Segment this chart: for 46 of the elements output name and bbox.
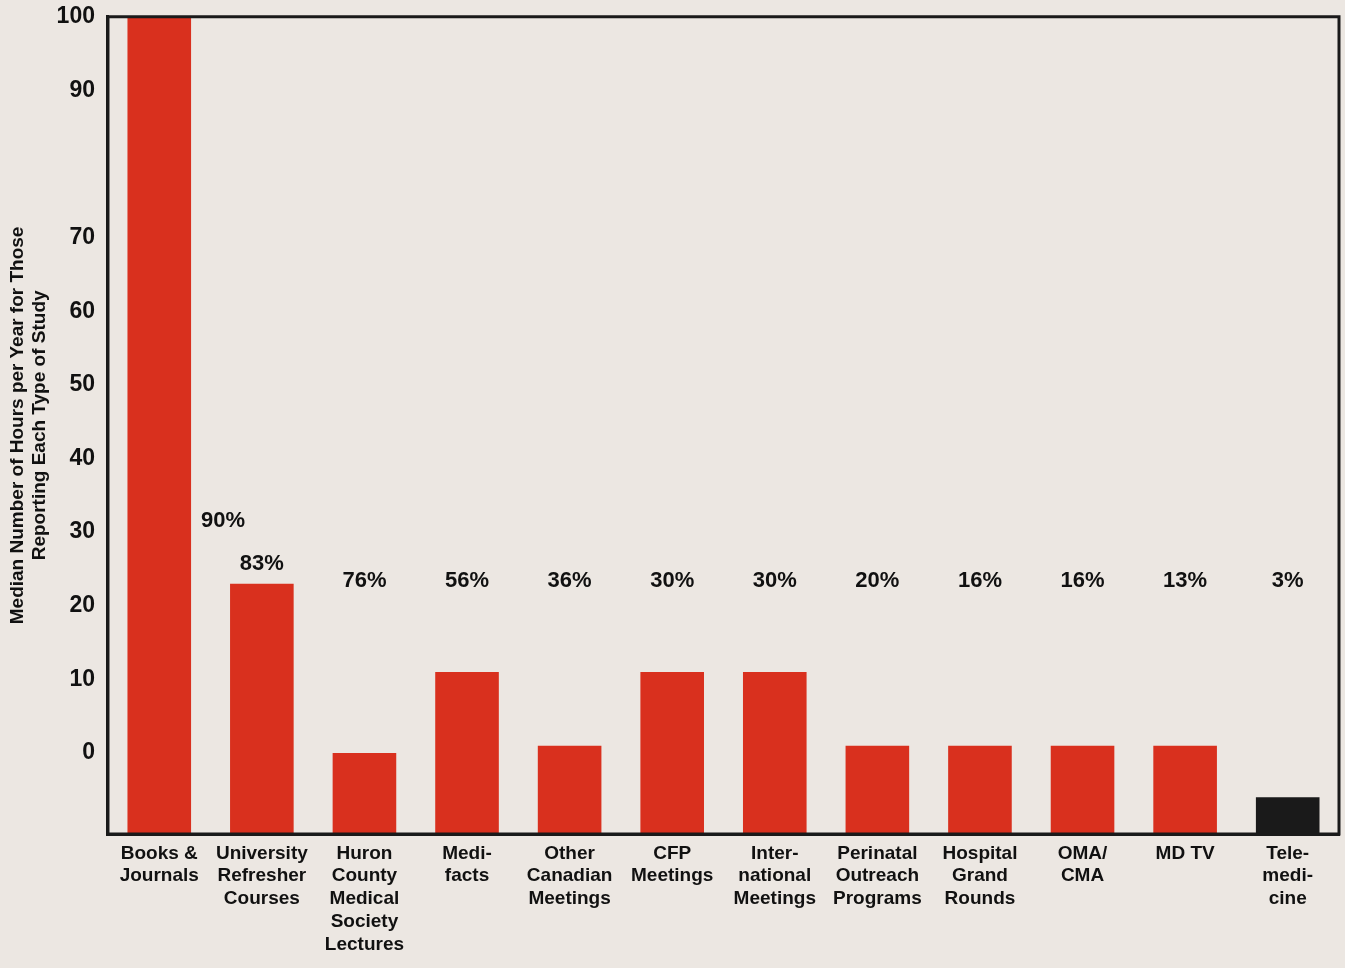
bar	[742, 672, 807, 834]
x-tick-label: University Refresher Courses	[215, 841, 309, 909]
x-tick-label: Hospital Grand Rounds	[942, 841, 1018, 909]
annotation: 36%	[547, 566, 592, 592]
x-tick-label: Other Canadian Meetings	[526, 841, 613, 909]
x-tick-label: Huron County Medical Society Lectures	[324, 841, 405, 954]
annotation: 16%	[957, 566, 1002, 592]
x-tick-label: Inter- national Meetings	[733, 841, 816, 909]
x-tick-label: MD TV	[1155, 841, 1215, 863]
bar	[332, 753, 397, 834]
y-tick-label: 70	[69, 223, 95, 250]
bar	[537, 745, 602, 834]
annotation: 16%	[1060, 566, 1105, 592]
y-tick-label: 10	[69, 664, 95, 691]
y-tick-label: 100	[56, 2, 95, 29]
y-tick-label: 90	[69, 75, 95, 102]
bar	[640, 672, 704, 834]
x-tick-label: Books & Journals	[119, 841, 199, 886]
annotation: 20%	[855, 566, 900, 592]
annotation: 90%	[201, 506, 246, 532]
bar	[948, 745, 1012, 834]
x-tick-label: Tele- medi- cine	[1262, 841, 1314, 909]
x-tick-label: Perinatal Outreach Programs	[833, 841, 922, 909]
y-tick-label: 40	[69, 443, 95, 470]
annotation: 56%	[445, 566, 490, 592]
annotation: 83%	[239, 549, 284, 575]
y-tick-label: 50	[69, 370, 95, 397]
y-axis-title: Median Number of Hours per Year for Those Reporting Each Type of Study	[5, 226, 50, 625]
annotation: 76%	[342, 566, 387, 592]
x-tick-label: OMA/ CMA	[1057, 841, 1109, 886]
bar	[845, 745, 910, 834]
bar	[127, 16, 192, 834]
annotation: 30%	[650, 566, 695, 592]
bar	[1153, 745, 1217, 834]
annotation: 30%	[752, 566, 797, 592]
y-tick-label: 30	[69, 517, 95, 544]
y-tick-label: 20	[69, 591, 95, 618]
annotation: 3%	[1271, 566, 1304, 592]
x-tick-label: CFP Meetings	[631, 841, 714, 886]
bar	[1050, 745, 1115, 834]
bar	[435, 672, 499, 834]
x-tick-label: Medi- facts	[442, 841, 492, 886]
bar	[230, 583, 294, 834]
y-tick-label: 0	[82, 738, 95, 765]
y-tick-label: 60	[69, 296, 95, 323]
annotation: 13%	[1163, 566, 1208, 592]
